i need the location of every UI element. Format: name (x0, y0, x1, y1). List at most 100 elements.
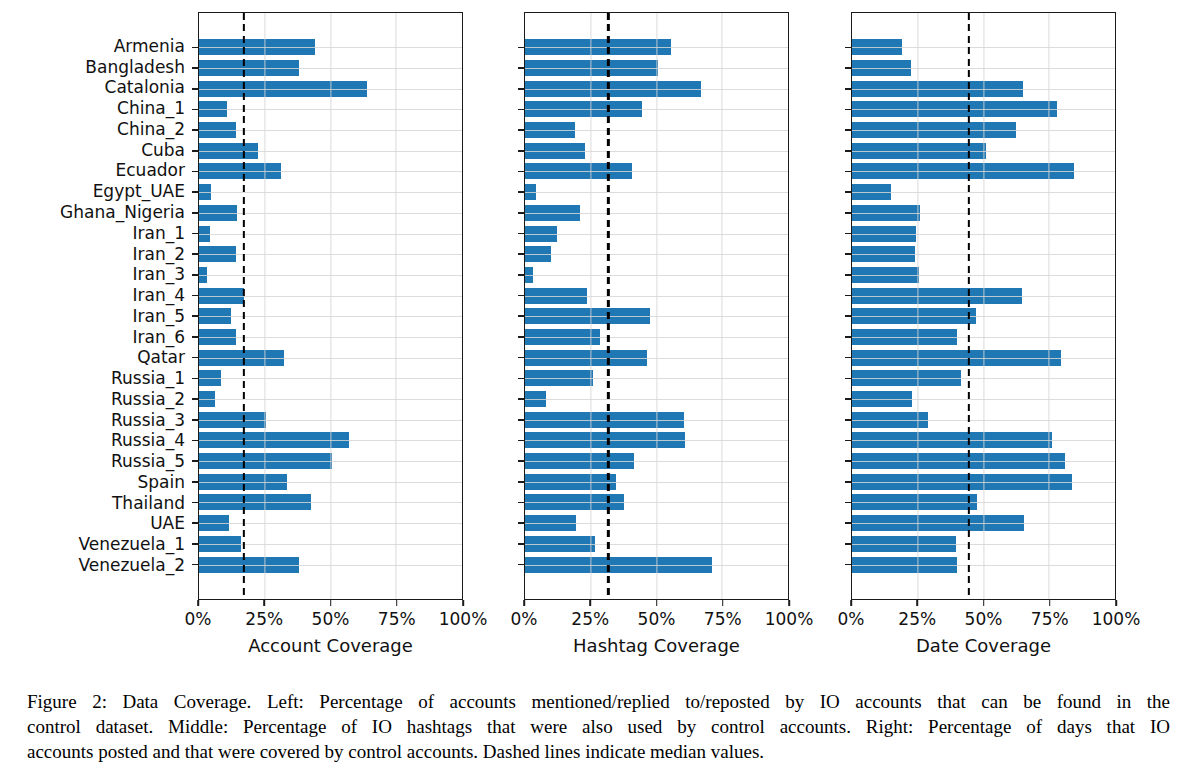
y-tick-mark (192, 109, 198, 111)
category-labels: ArmeniaBangladeshCataloniaChina_1China_2… (0, 12, 192, 600)
vertical-gridline (396, 13, 397, 599)
y-tick-mark (518, 440, 524, 442)
caption-line: accounts posted and that were covered by… (27, 739, 1170, 764)
y-tick-mark (518, 564, 524, 566)
x-tick-mark (916, 600, 918, 606)
category-label: Armenia (0, 36, 192, 57)
y-tick-mark (192, 378, 198, 380)
x-tick-mark (788, 600, 790, 606)
plot-date-coverage (851, 12, 1116, 600)
category-label: Iran_4 (0, 285, 192, 306)
y-tick-mark (518, 522, 524, 524)
y-tick-mark (518, 336, 524, 338)
y-tick-mark (518, 171, 524, 173)
y-tick-mark (845, 171, 851, 173)
x-axis-ticks-hashtag: 0%25%50%75%100% (524, 600, 789, 632)
y-tick-mark (192, 336, 198, 338)
y-tick-mark (192, 171, 198, 173)
y-tick-mark (845, 212, 851, 214)
y-tick-mark (192, 274, 198, 276)
y-tick-mark (518, 109, 524, 111)
x-tick-label: 50% (312, 609, 350, 629)
y-tick-mark (845, 88, 851, 90)
y-tick-mark (192, 47, 198, 49)
y-tick-mark (518, 191, 524, 193)
x-tick-label: 50% (965, 609, 1003, 629)
y-tick-mark (845, 129, 851, 131)
y-tick-mark (845, 191, 851, 193)
x-tick-label: 0% (838, 609, 865, 629)
category-label: Iran_5 (0, 306, 192, 327)
y-tick-mark (192, 481, 198, 483)
category-label: Venezuela_1 (0, 534, 192, 555)
y-tick-mark (192, 129, 198, 131)
x-axis-label-hashtag: Hashtag Coverage (524, 635, 789, 656)
y-tick-mark (518, 88, 524, 90)
vertical-gridline (590, 13, 591, 599)
x-tick-label: 75% (704, 609, 742, 629)
x-tick-mark (263, 600, 265, 606)
x-tick-mark (589, 600, 591, 606)
x-tick-label: 100% (1092, 609, 1141, 629)
y-tick-mark (518, 253, 524, 255)
y-tick-mark (518, 543, 524, 545)
y-tick-mark (845, 522, 851, 524)
median-dashed-line (968, 13, 970, 599)
y-tick-mark (518, 274, 524, 276)
x-tick-label: 25% (898, 609, 936, 629)
category-label: Russia_4 (0, 431, 192, 452)
x-tick-label: 100% (765, 609, 814, 629)
y-tick-mark (845, 502, 851, 504)
category-label: Russia_1 (0, 368, 192, 389)
plot-hashtag-coverage (524, 12, 789, 600)
y-tick-mark (518, 129, 524, 131)
vertical-gridline (722, 13, 723, 599)
plot-account-coverage (198, 12, 463, 600)
category-label: Iran_3 (0, 264, 192, 285)
category-label: Ghana_Nigeria (0, 202, 192, 223)
median-dashed-line (607, 13, 609, 599)
y-tick-mark (845, 543, 851, 545)
y-tick-mark (845, 460, 851, 462)
figure-caption: Figure 2: Data Coverage. Left: Percentag… (27, 689, 1170, 764)
y-tick-mark (845, 481, 851, 483)
y-tick-mark (845, 398, 851, 400)
y-tick-mark (845, 109, 851, 111)
category-label: Spain (0, 472, 192, 493)
y-tick-mark (192, 522, 198, 524)
y-tick-mark (845, 150, 851, 152)
x-tick-label: 50% (638, 609, 676, 629)
y-tick-mark (518, 481, 524, 483)
y-tick-mark (518, 233, 524, 235)
category-label: Russia_3 (0, 410, 192, 431)
y-tick-mark (192, 191, 198, 193)
x-tick-label: 75% (1031, 609, 1069, 629)
y-tick-mark (518, 398, 524, 400)
y-tick-mark (518, 67, 524, 69)
x-tick-mark (396, 600, 398, 606)
category-label: Iran_1 (0, 223, 192, 244)
vertical-gridline (264, 13, 265, 599)
y-tick-mark (845, 357, 851, 359)
y-tick-mark (518, 378, 524, 380)
y-tick-mark (518, 150, 524, 152)
category-label: Egypt_UAE (0, 181, 192, 202)
category-label: China_2 (0, 119, 192, 140)
category-label: Iran_2 (0, 244, 192, 265)
y-tick-mark (192, 315, 198, 317)
x-tick-label: 100% (439, 609, 488, 629)
y-tick-mark (518, 47, 524, 49)
y-tick-mark (845, 564, 851, 566)
y-tick-mark (518, 295, 524, 297)
caption-line: control dataset. Middle: Percentage of I… (27, 714, 1170, 739)
y-tick-mark (192, 150, 198, 152)
category-label: UAE (0, 514, 192, 535)
y-tick-mark (845, 233, 851, 235)
x-axis-ticks-date: 0%25%50%75%100% (851, 600, 1116, 632)
category-label: Cuba (0, 140, 192, 161)
y-tick-mark (845, 274, 851, 276)
y-tick-mark (518, 460, 524, 462)
y-tick-mark (845, 67, 851, 69)
x-axis-ticks-account: 0%25%50%75%100% (198, 600, 463, 632)
x-tick-mark (656, 600, 658, 606)
